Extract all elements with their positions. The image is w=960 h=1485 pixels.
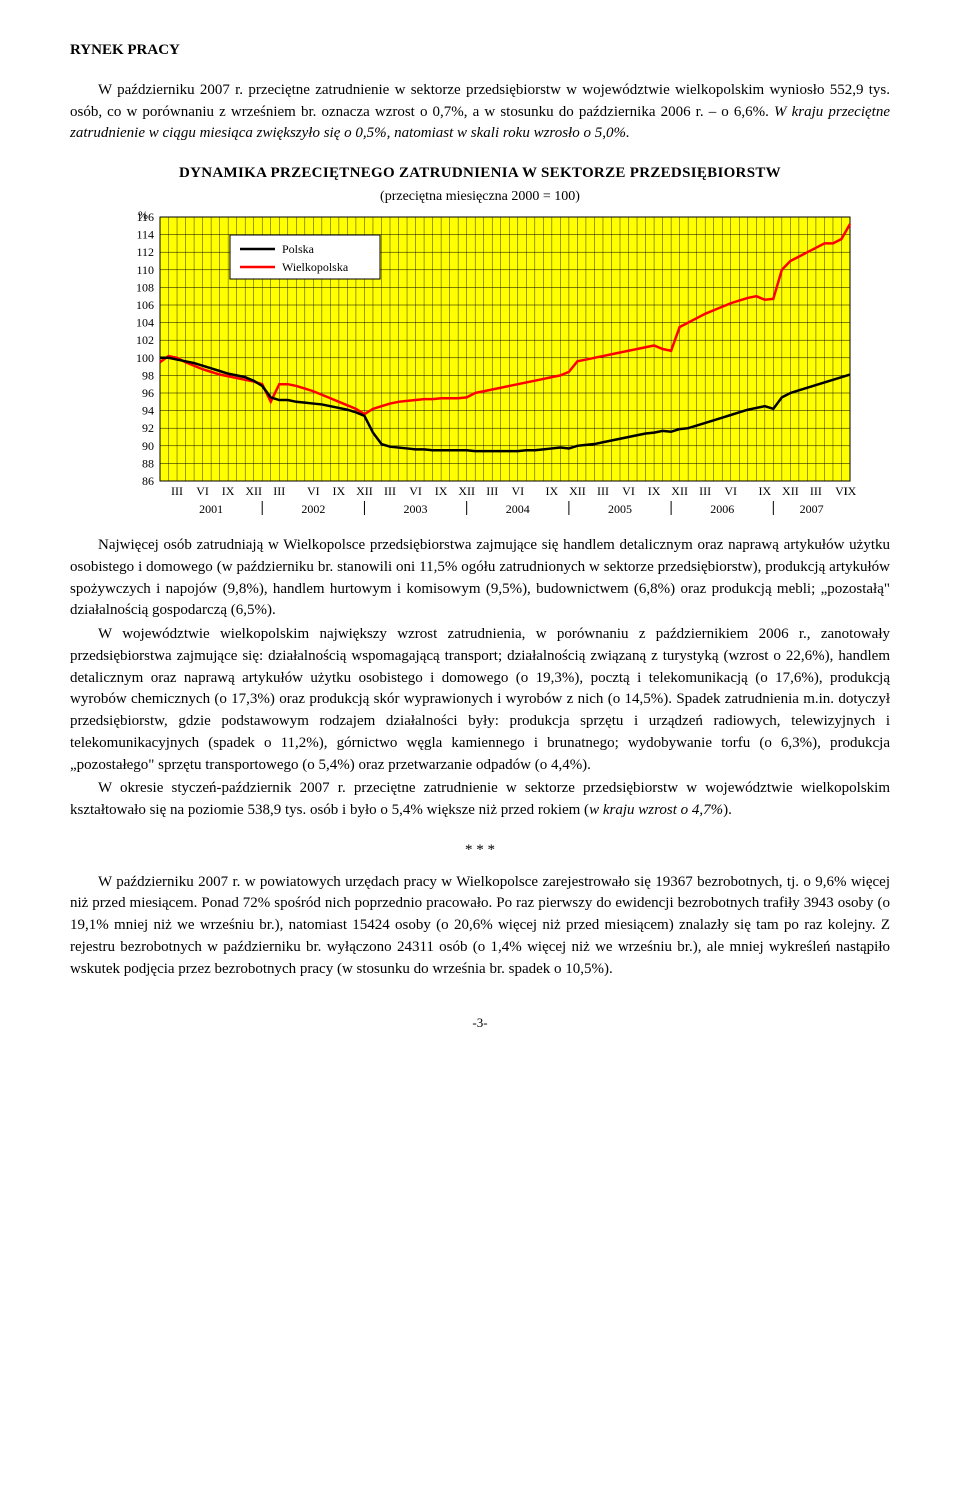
svg-text:IX: IX	[844, 484, 857, 498]
employment-dynamics-chart: 8688909294969810010210410610811011211411…	[100, 211, 860, 531]
svg-text:106: 106	[136, 298, 154, 312]
svg-text:Wielkopolska: Wielkopolska	[282, 260, 349, 274]
svg-text:112: 112	[136, 245, 154, 259]
paragraph-1: W październiku 2007 r. przeciętne zatrud…	[70, 80, 890, 145]
page-heading: RYNEK PRACY	[70, 40, 890, 62]
paragraph-5: W październiku 2007 r. w powiatowych urz…	[70, 872, 890, 981]
svg-text:2006: 2006	[710, 502, 734, 516]
svg-text:88: 88	[142, 456, 154, 470]
paragraph-2: Najwięcej osób zatrudniają w Wielkopolsc…	[70, 535, 890, 622]
svg-text:2003: 2003	[404, 502, 428, 516]
svg-text:IX: IX	[222, 484, 235, 498]
paragraph-3: W województwie wielkopolskim największy …	[70, 624, 890, 776]
svg-text:VI: VI	[622, 484, 635, 498]
svg-text:IX: IX	[758, 484, 771, 498]
svg-text:114: 114	[136, 228, 154, 242]
svg-text:III: III	[384, 484, 396, 498]
para1-normal: W październiku 2007 r. przeciętne zatrud…	[70, 82, 890, 120]
svg-text:III: III	[171, 484, 183, 498]
svg-text:XII: XII	[458, 484, 475, 498]
svg-text:XII: XII	[671, 484, 688, 498]
svg-text:VI: VI	[511, 484, 524, 498]
svg-text:2005: 2005	[608, 502, 632, 516]
svg-text:90: 90	[142, 439, 154, 453]
svg-text:2002: 2002	[301, 502, 325, 516]
svg-text:92: 92	[142, 421, 154, 435]
chart-title: DYNAMIKA PRZECIĘTNEGO ZATRUDNIENIA W SEK…	[70, 163, 890, 185]
svg-text:86: 86	[142, 474, 154, 488]
svg-text:110: 110	[136, 263, 154, 277]
svg-text:2007: 2007	[800, 502, 824, 516]
page-number: -3-	[70, 1014, 890, 1033]
svg-text:VI: VI	[307, 484, 320, 498]
separator-stars: * * *	[70, 840, 890, 862]
svg-text:96: 96	[142, 386, 154, 400]
svg-text:%: %	[138, 211, 148, 222]
para4-a: W okresie styczeń-październik 2007 r. pr…	[70, 780, 890, 818]
svg-text:III: III	[597, 484, 609, 498]
svg-text:III: III	[273, 484, 285, 498]
svg-text:XII: XII	[569, 484, 586, 498]
svg-text:VI: VI	[196, 484, 209, 498]
svg-text:2001: 2001	[199, 502, 223, 516]
svg-text:104: 104	[136, 316, 154, 330]
svg-text:IX: IX	[546, 484, 559, 498]
svg-text:94: 94	[142, 404, 154, 418]
svg-text:III: III	[486, 484, 498, 498]
svg-text:XII: XII	[782, 484, 799, 498]
svg-text:III: III	[810, 484, 822, 498]
svg-text:Polska: Polska	[282, 242, 315, 256]
svg-text:III: III	[699, 484, 711, 498]
para4-b: w kraju wzrost o 4,7%	[589, 802, 723, 818]
svg-text:XII: XII	[356, 484, 373, 498]
svg-text:XII: XII	[245, 484, 262, 498]
svg-text:VI: VI	[409, 484, 422, 498]
paragraph-4: W okresie styczeń-październik 2007 r. pr…	[70, 778, 890, 822]
svg-text:2004: 2004	[506, 502, 530, 516]
svg-text:98: 98	[142, 368, 154, 382]
para4-c: ).	[723, 802, 732, 818]
chart-container: DYNAMIKA PRZECIĘTNEGO ZATRUDNIENIA W SEK…	[70, 163, 890, 531]
svg-text:102: 102	[136, 333, 154, 347]
svg-text:VI: VI	[724, 484, 737, 498]
chart-subtitle: (przeciętna miesięczna 2000 = 100)	[70, 187, 890, 207]
svg-text:108: 108	[136, 280, 154, 294]
svg-text:IX: IX	[648, 484, 661, 498]
svg-text:100: 100	[136, 351, 154, 365]
svg-text:IX: IX	[333, 484, 346, 498]
svg-text:IX: IX	[435, 484, 448, 498]
